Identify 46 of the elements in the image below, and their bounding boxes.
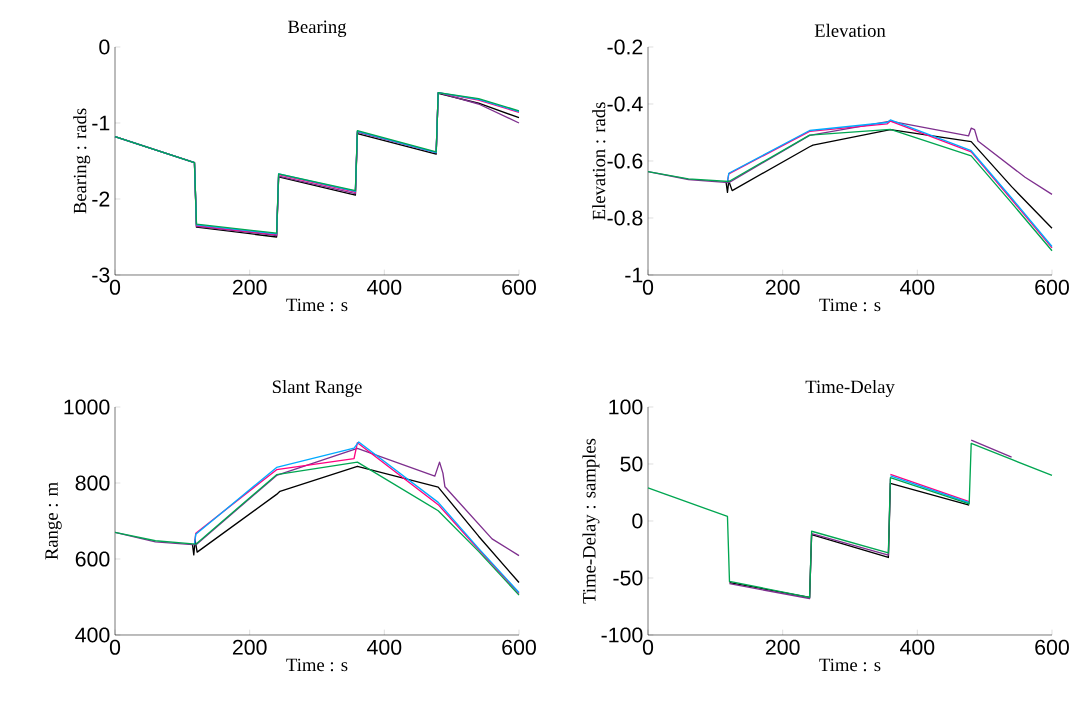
x-tick-label: 400: [900, 279, 935, 295]
y-tick-label: -2: [92, 191, 110, 207]
y-tick-label: 800: [75, 475, 110, 491]
y-axis-title: Range : m: [45, 482, 62, 560]
x-tick-label: 0: [109, 639, 121, 655]
y-tick-label: -100: [601, 627, 643, 643]
chart-title: Bearing: [288, 20, 347, 37]
x-tick-label: 0: [109, 279, 121, 295]
y-tick-label: 400: [75, 627, 110, 643]
y-tick-label: -1: [625, 267, 643, 283]
y-tick-label: -1: [92, 115, 110, 131]
y-tick-label: -0.2: [607, 39, 643, 55]
y-axis-title: Bearing : rads: [73, 108, 91, 214]
y-tick-label: 0: [632, 513, 643, 529]
y-tick-label: 1000: [64, 399, 110, 415]
y-tick-label: 0: [99, 39, 110, 55]
x-tick-label: 400: [367, 279, 402, 295]
x-tick-label: 400: [900, 639, 935, 655]
y-tick-label: 600: [75, 551, 110, 567]
chart-title: Slant Range: [272, 379, 362, 397]
x-tick-label: 600: [502, 279, 536, 295]
y-tick-label: -0.8: [607, 210, 643, 226]
x-axis-title: Time : s: [286, 658, 348, 672]
x-axis-title: Time : s: [819, 658, 881, 672]
x-tick-label: 0: [642, 639, 654, 655]
x-tick-label: 200: [765, 639, 800, 655]
x-tick-label: 600: [1035, 639, 1069, 655]
x-axis-title: Time : s: [819, 298, 881, 312]
y-tick-label: -0.4: [607, 96, 643, 112]
x-tick-label: 400: [367, 639, 402, 655]
y-axis-title: Elevation : rads: [592, 102, 606, 220]
x-tick-label: 200: [765, 279, 800, 295]
x-tick-label: 200: [232, 279, 267, 295]
x-tick-label: 0: [642, 279, 654, 295]
x-axis-title: Time : s: [286, 298, 348, 312]
x-tick-label: 600: [1035, 279, 1069, 295]
y-tick-label: -3: [92, 267, 110, 283]
y-tick-label: -0.6: [607, 153, 643, 169]
y-tick-label: 50: [620, 456, 643, 472]
x-tick-label: 600: [502, 639, 536, 655]
y-tick-label: 100: [609, 399, 643, 415]
chart-title: Time-Delay: [805, 379, 895, 397]
x-tick-label: 200: [232, 639, 267, 655]
y-tick-label: -50: [613, 570, 643, 586]
chart-title: Elevation: [814, 23, 886, 37]
y-axis-title: Time-Delay : samples: [582, 438, 600, 604]
